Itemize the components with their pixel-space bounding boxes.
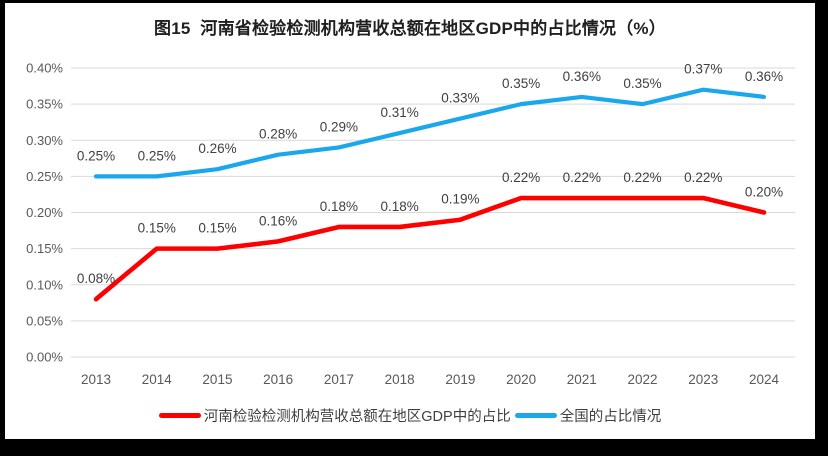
data-label: 0.31%	[380, 105, 418, 120]
series-line-national	[93, 87, 767, 179]
y-axis-tick-label: 0.10%	[26, 277, 63, 292]
x-axis-tick-label: 2015	[202, 372, 232, 387]
legend-swatch-national-blue-line	[514, 413, 557, 418]
x-axis-tick-label: 2014	[142, 372, 173, 387]
y-axis-tick-label: 0.15%	[26, 241, 63, 256]
data-label: 0.25%	[138, 148, 176, 163]
data-label: 0.20%	[745, 185, 783, 200]
data-label: 0.18%	[320, 199, 358, 214]
y-axis-tick-label: 0.30%	[26, 133, 63, 148]
data-label: 0.22%	[563, 170, 601, 185]
data-label: 0.08%	[77, 271, 115, 286]
series-line-henan	[93, 195, 767, 302]
legend-swatch-henan-red-line	[158, 413, 201, 418]
data-label: 0.18%	[380, 199, 418, 214]
x-axis-tick-label: 2013	[81, 372, 111, 387]
x-axis-tick-label: 2022	[628, 372, 658, 387]
chart-legend: 河南检验检测机构营收总额在地区GDP中的占比 全国的占比情况	[5, 405, 815, 426]
x-axis-tick-label: 2016	[263, 372, 293, 387]
x-axis-tick-label: 2023	[688, 372, 718, 387]
chart-title: 图15 河南省检验检测机构营收总额在地区GDP中的占比情况（%）	[154, 19, 666, 38]
y-axis-tick-label: 0.05%	[26, 313, 63, 328]
data-label: 0.22%	[623, 170, 661, 185]
data-label: 0.22%	[502, 170, 540, 185]
y-axis-tick-label: 0.40%	[26, 61, 63, 76]
x-axis-tick-label: 2021	[567, 372, 597, 387]
x-axis-tick-label: 2024	[749, 372, 780, 387]
data-label: 0.15%	[198, 221, 236, 236]
data-label: 0.35%	[502, 76, 540, 91]
legend-item-national: 全国的占比情况	[514, 405, 662, 426]
data-label: 0.19%	[441, 192, 479, 207]
chart-plot-area: 0.00% 0.05% 0.10% 0.15% 0.20% 0.25% 0.30% 0.35%…	[26, 61, 795, 387]
data-label: 0.22%	[684, 170, 722, 185]
legend-label-national: 全国的占比情况	[559, 409, 662, 425]
data-label: 0.28%	[259, 127, 297, 142]
y-axis-tick-label: 0.35%	[26, 97, 63, 112]
data-label: 0.35%	[623, 76, 661, 91]
data-label: 0.33%	[441, 91, 479, 106]
legend-label-henan: 河南检验检测机构营收总额在地区GDP中的占比	[203, 409, 511, 425]
x-axis-tick-label: 2020	[506, 372, 536, 387]
data-label: 0.36%	[745, 69, 783, 84]
y-axis-tick-label: 0.25%	[26, 169, 63, 184]
y-axis-tick-label: 0.00%	[26, 350, 63, 365]
legend-item-henan: 河南检验检测机构营收总额在地区GDP中的占比	[158, 405, 511, 426]
x-axis-tick-label: 2017	[324, 372, 354, 387]
y-axis-tick-label: 0.20%	[26, 205, 63, 220]
data-label: 0.25%	[77, 148, 115, 163]
data-label: 0.37%	[684, 62, 722, 77]
data-label: 0.36%	[563, 69, 601, 84]
x-axis-tick-label: 2019	[445, 372, 475, 387]
data-label: 0.16%	[259, 213, 297, 228]
x-axis-tick-label: 2018	[385, 372, 415, 387]
data-label: 0.29%	[320, 119, 358, 134]
chart-panel: 图15 河南省检验检测机构营收总额在地区GDP中的占比情况（%） 0.00% 0.…	[5, 3, 815, 439]
data-label: 0.26%	[198, 141, 236, 156]
data-label: 0.15%	[138, 221, 176, 236]
